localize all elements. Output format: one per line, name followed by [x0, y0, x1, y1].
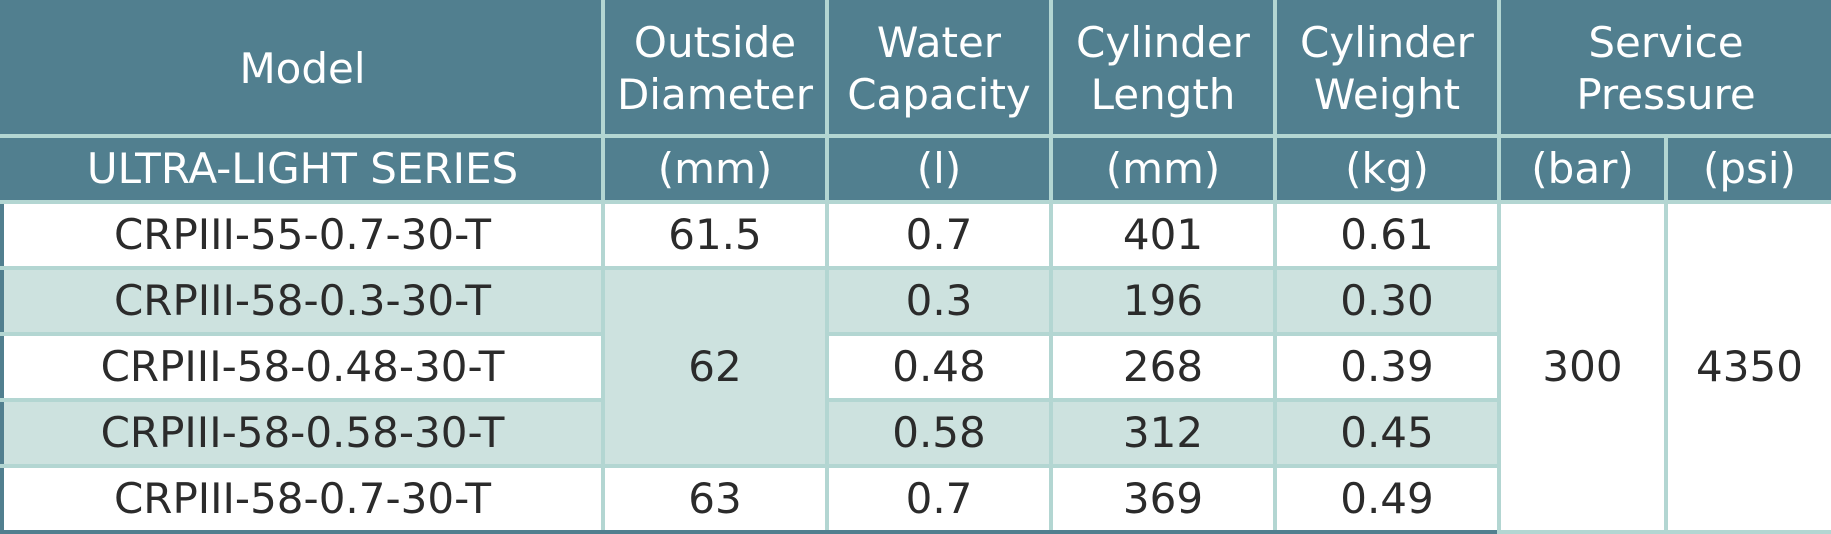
pressure-bar-cell: 300 [1497, 200, 1668, 534]
diameter-cell: 63 [601, 464, 829, 534]
diameter-cell: 61.5 [601, 200, 829, 270]
unit-outside-diameter: (mm) [601, 134, 829, 204]
header-row: Model Outside Diameter Water Capacity Cyli… [0, 0, 1831, 138]
length-cell: 369 [1049, 464, 1277, 534]
model-cell: CRPIII-58-0.58-30-T [0, 398, 605, 468]
table-row: CRPIII-58-0.48-30-T 0.48 268 0.39 [0, 332, 1831, 402]
capacity-cell: 0.3 [825, 266, 1053, 336]
weight-cell: 0.30 [1273, 266, 1501, 336]
diameter-cell: 62 [601, 266, 829, 468]
table-row: CRPIII-58-0.58-30-T 0.58 312 0.45 [0, 398, 1831, 468]
header-cylinder-length: Cylinder Length [1049, 0, 1277, 138]
weight-cell: 0.61 [1273, 200, 1501, 270]
model-cell: CRPIII-58-0.3-30-T [0, 266, 605, 336]
length-cell: 312 [1049, 398, 1277, 468]
unit-bar: (bar) [1497, 134, 1668, 204]
capacity-cell: 0.48 [825, 332, 1053, 402]
header-model: Model [0, 0, 605, 138]
unit-psi: (psi) [1664, 134, 1831, 204]
length-cell: 196 [1049, 266, 1277, 336]
table-row: CRPIII-58-0.3-30-T 62 0.3 196 0.30 [0, 266, 1831, 468]
model-cell: CRPIII-58-0.7-30-T [0, 464, 605, 534]
weight-cell: 0.45 [1273, 398, 1501, 468]
unit-water-capacity: (l) [825, 134, 1053, 204]
header-cylinder-weight: Cylinder Weight [1273, 0, 1501, 138]
unit-row: ULTRA-LIGHT SERIES (mm) (l) (mm) (kg) (b… [0, 134, 1831, 204]
model-cell: CRPIII-55-0.7-30-T [0, 200, 605, 270]
table-row: CRPIII-58-0.7-30-T 63 0.7 369 0.49 [0, 464, 1831, 534]
model-cell: CRPIII-58-0.48-30-T [0, 332, 605, 402]
weight-cell: 0.49 [1273, 464, 1501, 534]
capacity-cell: 0.7 [825, 200, 1053, 270]
series-label: ULTRA-LIGHT SERIES [0, 134, 605, 204]
header-water-capacity: Water Capacity [825, 0, 1053, 138]
capacity-cell: 0.58 [825, 398, 1053, 468]
length-cell: 268 [1049, 332, 1277, 402]
unit-cylinder-length: (mm) [1049, 134, 1277, 204]
length-cell: 401 [1049, 200, 1277, 270]
unit-cylinder-weight: (kg) [1273, 134, 1501, 204]
table-row: CRPIII-55-0.7-30-T 61.5 0.7 401 0.61 300… [0, 200, 1831, 534]
header-service-pressure: Service Pressure [1497, 0, 1831, 138]
weight-cell: 0.39 [1273, 332, 1501, 402]
header-outside-diameter: Outside Diameter [601, 0, 829, 138]
pressure-psi-cell: 4350 [1664, 200, 1831, 534]
capacity-cell: 0.7 [825, 464, 1053, 534]
